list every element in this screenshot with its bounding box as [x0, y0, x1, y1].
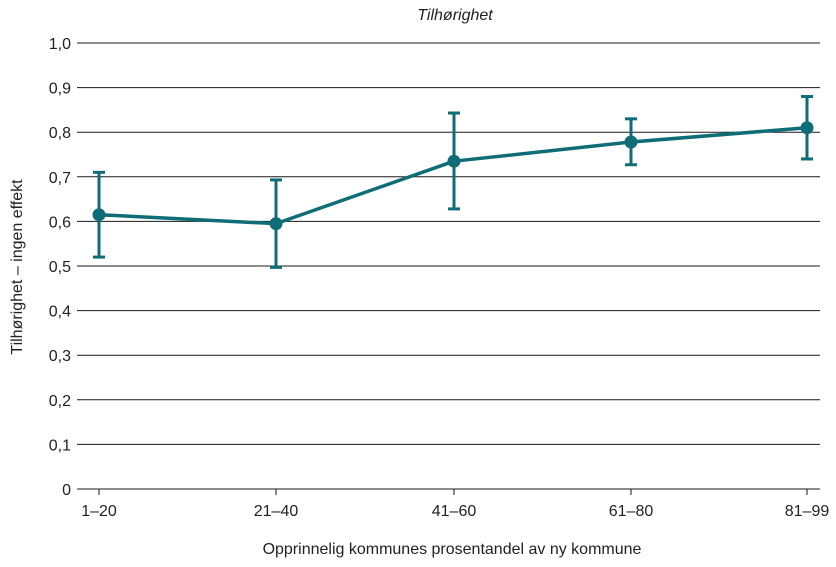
y-tick-label: 0,2	[49, 393, 71, 410]
x-tick-label: 21–40	[254, 503, 299, 520]
data-series	[92, 95, 814, 269]
y-axis-label: Tilhørighet – ingen effekt	[9, 179, 26, 355]
data-point	[92, 208, 106, 222]
y-tick-label: 1,0	[49, 36, 71, 53]
y-tick-label: 0,4	[49, 304, 71, 321]
y-tick-label: 0,6	[49, 214, 71, 231]
data-point	[269, 217, 283, 231]
y-tick-label: 0,5	[49, 259, 71, 276]
data-point	[624, 135, 638, 149]
x-axis-label: Opprinnelig kommunes prosentandel av ny …	[263, 541, 642, 558]
x-tick-label: 81–99	[785, 503, 830, 520]
data-point	[800, 121, 814, 135]
gridlines	[77, 42, 820, 490]
chart-title: Tilhørighet	[417, 7, 493, 24]
x-tick-label: 1–20	[81, 503, 117, 520]
y-tick-label: 0	[62, 482, 71, 499]
y-tick-label: 0,9	[49, 81, 71, 98]
x-axis-ticks: 1–20 21–40 41–60 61–80 81–99	[81, 489, 829, 520]
y-tick-label: 0,7	[49, 170, 71, 187]
x-tick-label: 61–80	[609, 503, 654, 520]
x-tick-label: 41–60	[432, 503, 477, 520]
data-point	[447, 154, 461, 168]
y-tick-label: 0,8	[49, 125, 71, 142]
y-tick-label: 0,1	[49, 437, 71, 454]
y-axis-ticks: 0 0,1 0,2 0,3 0,4 0,5 0,6 0,7 0,8 0,9 1,0	[49, 36, 71, 499]
y-tick-label: 0,3	[49, 348, 71, 365]
